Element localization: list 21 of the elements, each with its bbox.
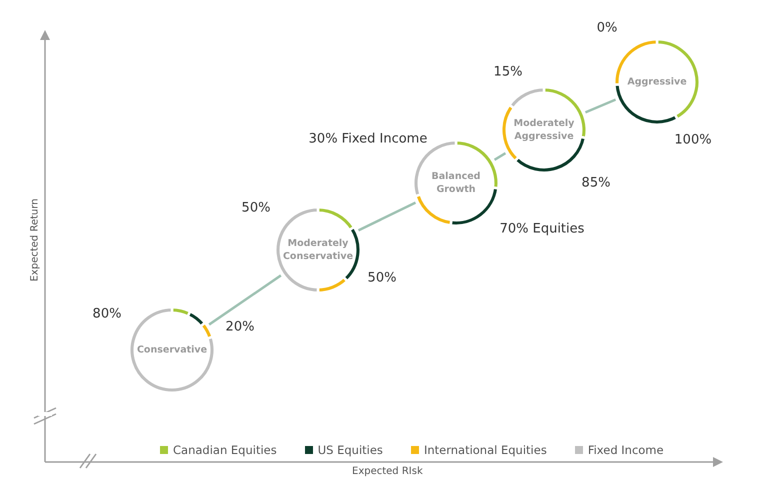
text: Moderately Conservative [282,238,354,262]
text: Expected Return [30,198,40,282]
text: 0% [596,20,618,36]
text: Aggressive [627,76,687,88]
text: 80% [92,306,122,322]
text: 85% [582,176,610,190]
text: 15% [494,64,522,80]
text: 50% [242,200,270,216]
text: Balanced Growth [432,170,480,195]
legend-label: Canadian Equities [172,443,277,457]
legend-label: International Equities [422,443,547,457]
text: 100% [674,132,712,148]
legend-label: US Equities [316,443,383,457]
text: 20% [226,320,254,334]
legend-label: Fixed Income [586,443,664,457]
text: Moderately Aggressive [514,118,576,142]
text: 50% [368,270,396,286]
text: Conservative [136,344,208,356]
text: Expected RIsk [352,466,423,477]
text: 30% Fixed Income [308,132,428,146]
text: 70% Equities [500,222,584,236]
